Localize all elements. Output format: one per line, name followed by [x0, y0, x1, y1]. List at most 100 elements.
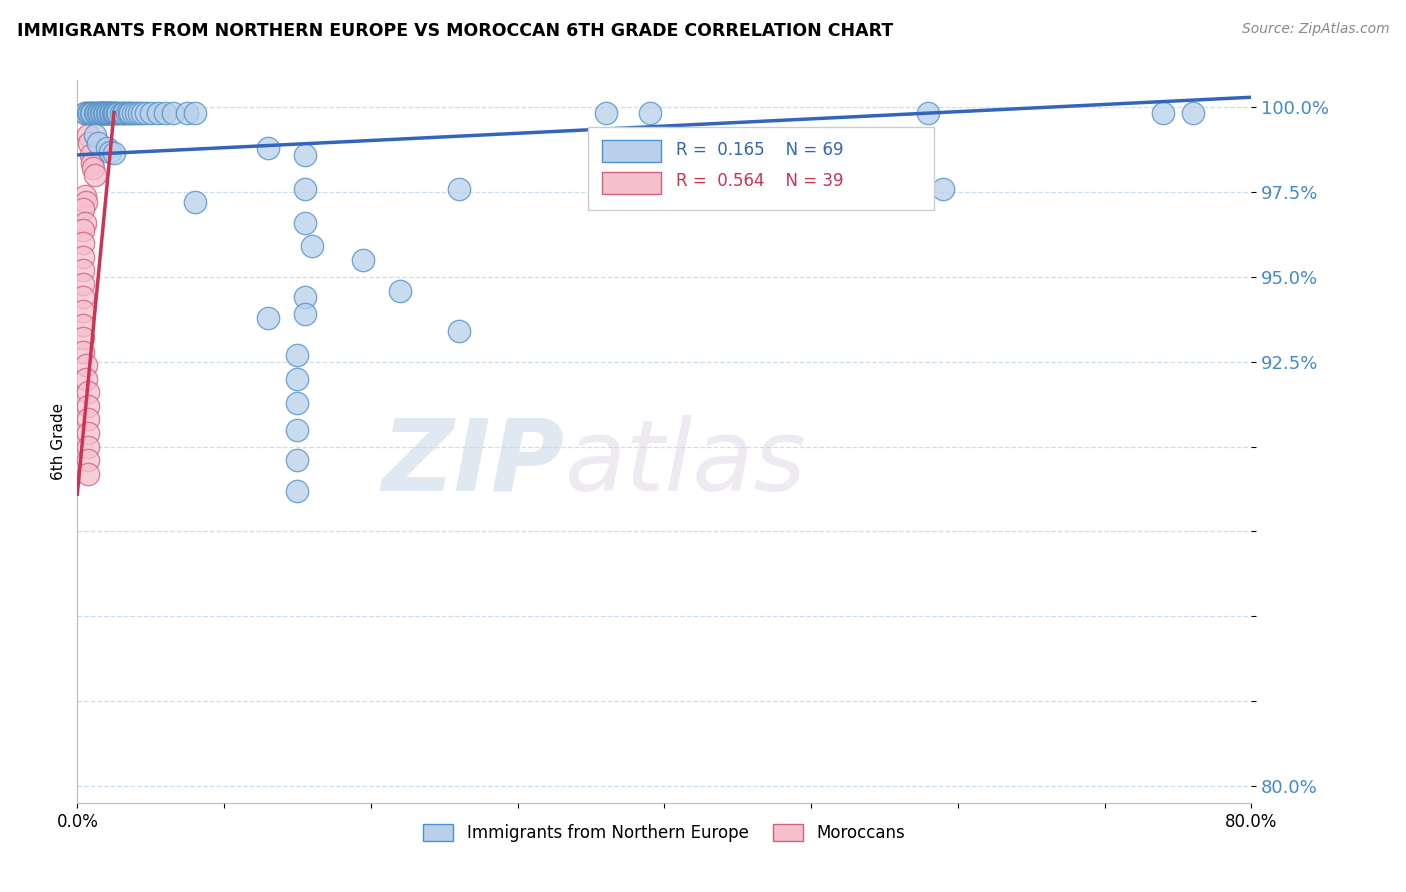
Point — [76, 425, 98, 440]
Point — [447, 182, 470, 196]
Point — [183, 195, 207, 210]
Point — [72, 304, 94, 318]
Point — [110, 105, 132, 120]
Point — [91, 105, 114, 120]
Point — [93, 105, 115, 120]
Text: R =  0.165    N = 69: R = 0.165 N = 69 — [676, 141, 844, 159]
Point — [176, 105, 198, 120]
Point — [107, 105, 129, 120]
Point — [98, 145, 121, 159]
Point — [73, 105, 96, 120]
Text: IMMIGRANTS FROM NORTHERN EUROPE VS MOROCCAN 6TH GRADE CORRELATION CHART: IMMIGRANTS FROM NORTHERN EUROPE VS MOROC… — [17, 22, 893, 40]
Point — [76, 399, 98, 413]
Point — [257, 141, 280, 155]
Point — [76, 412, 98, 426]
Point — [89, 105, 111, 120]
Point — [1152, 105, 1174, 120]
Point — [75, 358, 97, 372]
Point — [73, 105, 96, 120]
Point — [82, 161, 104, 176]
Point — [287, 372, 309, 386]
Point — [96, 141, 118, 155]
Text: ZIP: ZIP — [381, 415, 565, 512]
Point — [77, 105, 100, 120]
Point — [72, 222, 94, 236]
Point — [73, 216, 96, 230]
Point — [1181, 105, 1204, 120]
Point — [90, 105, 112, 120]
Point — [183, 105, 207, 120]
Point — [155, 105, 177, 120]
Y-axis label: 6th Grade: 6th Grade — [51, 403, 66, 480]
Point — [115, 105, 138, 120]
Point — [122, 105, 145, 120]
Point — [75, 372, 97, 386]
Point — [294, 182, 316, 196]
Point — [287, 453, 309, 467]
Point — [93, 105, 115, 120]
Point — [90, 105, 112, 120]
Point — [72, 290, 94, 304]
Point — [98, 105, 121, 120]
Point — [97, 105, 120, 120]
Point — [72, 331, 94, 345]
Text: R =  0.564    N = 39: R = 0.564 N = 39 — [676, 172, 844, 190]
Point — [112, 105, 135, 120]
Bar — [602, 140, 661, 162]
Point — [77, 136, 100, 150]
Point — [72, 318, 94, 332]
Point — [75, 195, 97, 210]
Text: atlas: atlas — [565, 415, 806, 512]
Point — [128, 105, 150, 120]
Point — [73, 188, 96, 202]
Point — [104, 105, 127, 120]
Point — [76, 128, 98, 142]
Point — [103, 146, 125, 161]
Point — [94, 105, 117, 120]
Point — [89, 105, 111, 120]
Point — [100, 105, 122, 120]
Point — [118, 105, 141, 120]
Point — [162, 105, 184, 120]
Point — [595, 105, 617, 120]
Point — [76, 440, 98, 454]
Point — [79, 148, 101, 162]
Point — [72, 202, 94, 217]
Point — [111, 105, 134, 120]
Point — [76, 105, 98, 120]
Legend: Immigrants from Northern Europe, Moroccans: Immigrants from Northern Europe, Morocca… — [416, 817, 912, 848]
Point — [287, 483, 309, 498]
Point — [120, 105, 142, 120]
Point — [86, 105, 108, 120]
Point — [146, 105, 169, 120]
Point — [96, 105, 118, 120]
Point — [301, 239, 323, 253]
Point — [131, 105, 153, 120]
FancyBboxPatch shape — [588, 128, 935, 211]
Point — [72, 277, 94, 291]
Point — [84, 128, 107, 142]
Point — [447, 324, 470, 338]
Point — [84, 168, 107, 182]
Point — [389, 284, 412, 298]
Point — [101, 105, 124, 120]
Point — [87, 105, 110, 120]
Point — [96, 105, 118, 120]
Bar — [602, 172, 661, 194]
Point — [72, 236, 94, 251]
Point — [139, 105, 162, 120]
Point — [97, 105, 120, 120]
Point — [287, 348, 309, 362]
Point — [257, 310, 280, 325]
Point — [294, 307, 316, 321]
Point — [72, 250, 94, 264]
Point — [84, 105, 107, 120]
Point — [125, 105, 148, 120]
Point — [287, 423, 309, 437]
Point — [294, 148, 316, 162]
Point — [294, 216, 316, 230]
Text: Source: ZipAtlas.com: Source: ZipAtlas.com — [1241, 22, 1389, 37]
Point — [98, 105, 121, 120]
Point — [72, 263, 94, 277]
Point — [638, 105, 661, 120]
